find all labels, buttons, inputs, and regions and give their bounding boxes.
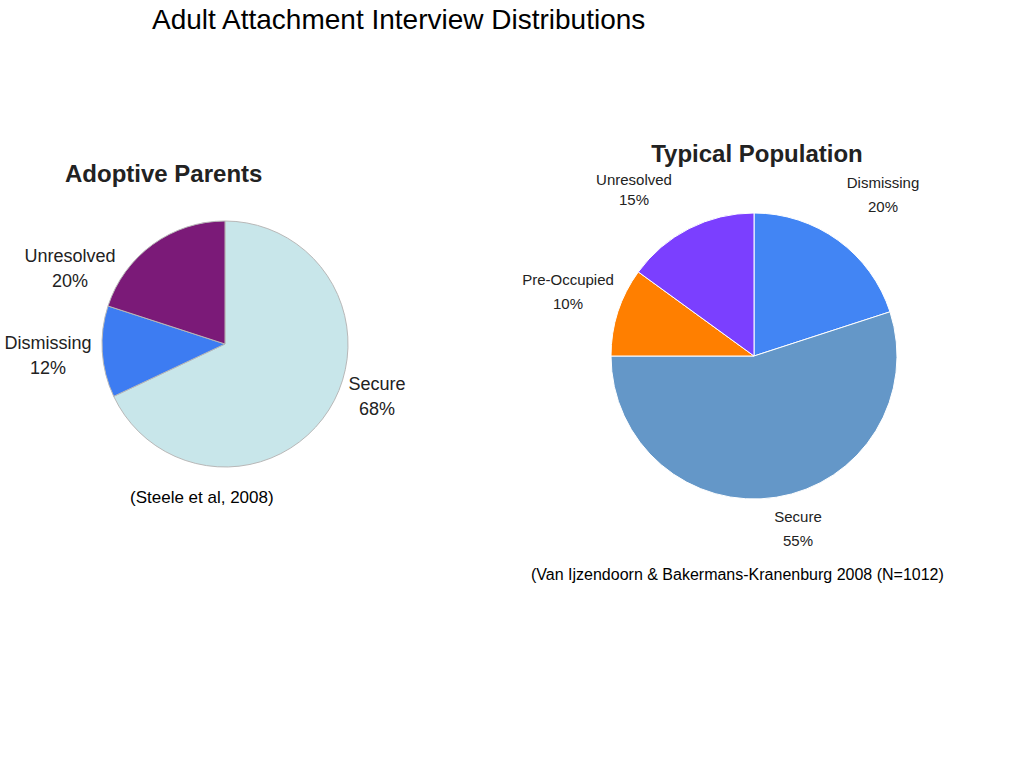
slice-label: Unresolved xyxy=(596,171,672,188)
slice-value-label: 68% xyxy=(359,399,395,419)
slice-value-label: 20% xyxy=(868,198,898,215)
slices xyxy=(611,213,897,499)
slice-label: Unresolved xyxy=(24,246,115,266)
slice-value-label: 10% xyxy=(553,295,583,312)
pie-chart: Adoptive Parents Secure 68% Dismissing 12% Un… xyxy=(4,160,405,507)
slice-value-label: 12% xyxy=(30,358,66,378)
slices xyxy=(102,221,348,467)
chart-title: Typical Population xyxy=(651,140,863,167)
slice-label: Dismissing xyxy=(847,174,920,191)
pie-chart: Typical Population Dismissing 20% Secure 55%… xyxy=(522,140,944,583)
pie-slice xyxy=(108,221,225,344)
slice-value-label: 15% xyxy=(619,191,649,208)
chart-title: Adoptive Parents xyxy=(65,160,262,187)
slice-label: Pre-Occupied xyxy=(522,271,614,288)
slice-value-label: 55% xyxy=(783,532,813,549)
slice-label: Dismissing xyxy=(4,333,91,353)
source-note: (Van Ijzendoorn & Bakermans-Kranenburg 2… xyxy=(531,566,944,583)
slice-label: Secure xyxy=(774,508,822,525)
pie-slice xyxy=(638,213,754,356)
slice-value-label: 20% xyxy=(52,271,88,291)
page: Adult Attachment Interview Distributions… xyxy=(0,0,1024,768)
slice-label: Secure xyxy=(348,374,405,394)
page-title: Adult Attachment Interview Distributions xyxy=(152,4,645,35)
source-note: (Steele et al, 2008) xyxy=(130,488,274,507)
